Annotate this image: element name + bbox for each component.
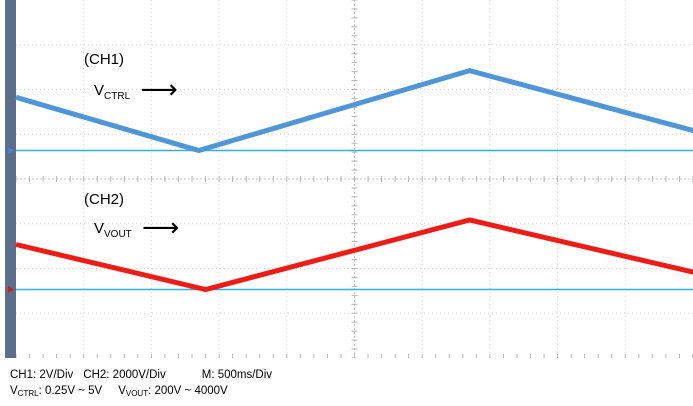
- ch1-title: (CH1): [84, 51, 124, 68]
- vvout-range: : 200V ~ 4000V: [148, 385, 228, 397]
- oscilloscope-plot: [5, 0, 693, 359]
- caption-line-2: VCTRL: 0.25V ~ 5V VVOUT: 200V ~ 4000V: [10, 385, 228, 398]
- ch2-title: (CH2): [84, 191, 124, 208]
- ch1-v: V: [94, 82, 105, 99]
- vvout-v: V: [118, 385, 126, 397]
- ch1-label: (CH1): [84, 52, 124, 67]
- ch2-trace: [15, 217, 693, 293]
- oscilloscope-screen: (CH1) VCTRL ⟶ (CH2) VVOUT ⟶: [5, 0, 693, 359]
- graticule-grid: [15, 0, 693, 359]
- ch2-v: V: [94, 220, 105, 237]
- vvout-subscript: VOUT: [125, 389, 149, 398]
- left-edge-bar: [5, 0, 16, 358]
- ch1-ground-marker: [8, 147, 14, 154]
- ch2-scale: CH2: 2000V/Div: [83, 369, 166, 381]
- ch1-scale: CH1: 2V/Div: [10, 369, 74, 381]
- ch1-arrow: ⟶: [140, 74, 178, 104]
- caption-line-1: CH1: 2V/Div CH2: 2000V/Div M: 500ms/Div: [10, 369, 273, 382]
- ch1-subscript: CTRL: [104, 91, 131, 102]
- ch1-trace: [15, 68, 693, 154]
- vctrl-range: : 0.25V ~ 5V: [38, 385, 103, 397]
- vctrl-v: V: [10, 385, 18, 397]
- vctrl-subscript: CTRL: [17, 389, 39, 398]
- ch2-ground-marker: [8, 286, 14, 293]
- ch1-signal-label: VCTRL ⟶: [94, 76, 178, 102]
- ch2-subscript: VOUT: [104, 229, 132, 240]
- ch2-signal-label: VVOUT ⟶: [94, 214, 179, 240]
- time-scale: M: 500ms/Div: [201, 369, 273, 381]
- ch2-arrow: ⟶: [141, 212, 180, 242]
- ch2-label: (CH2): [84, 192, 124, 207]
